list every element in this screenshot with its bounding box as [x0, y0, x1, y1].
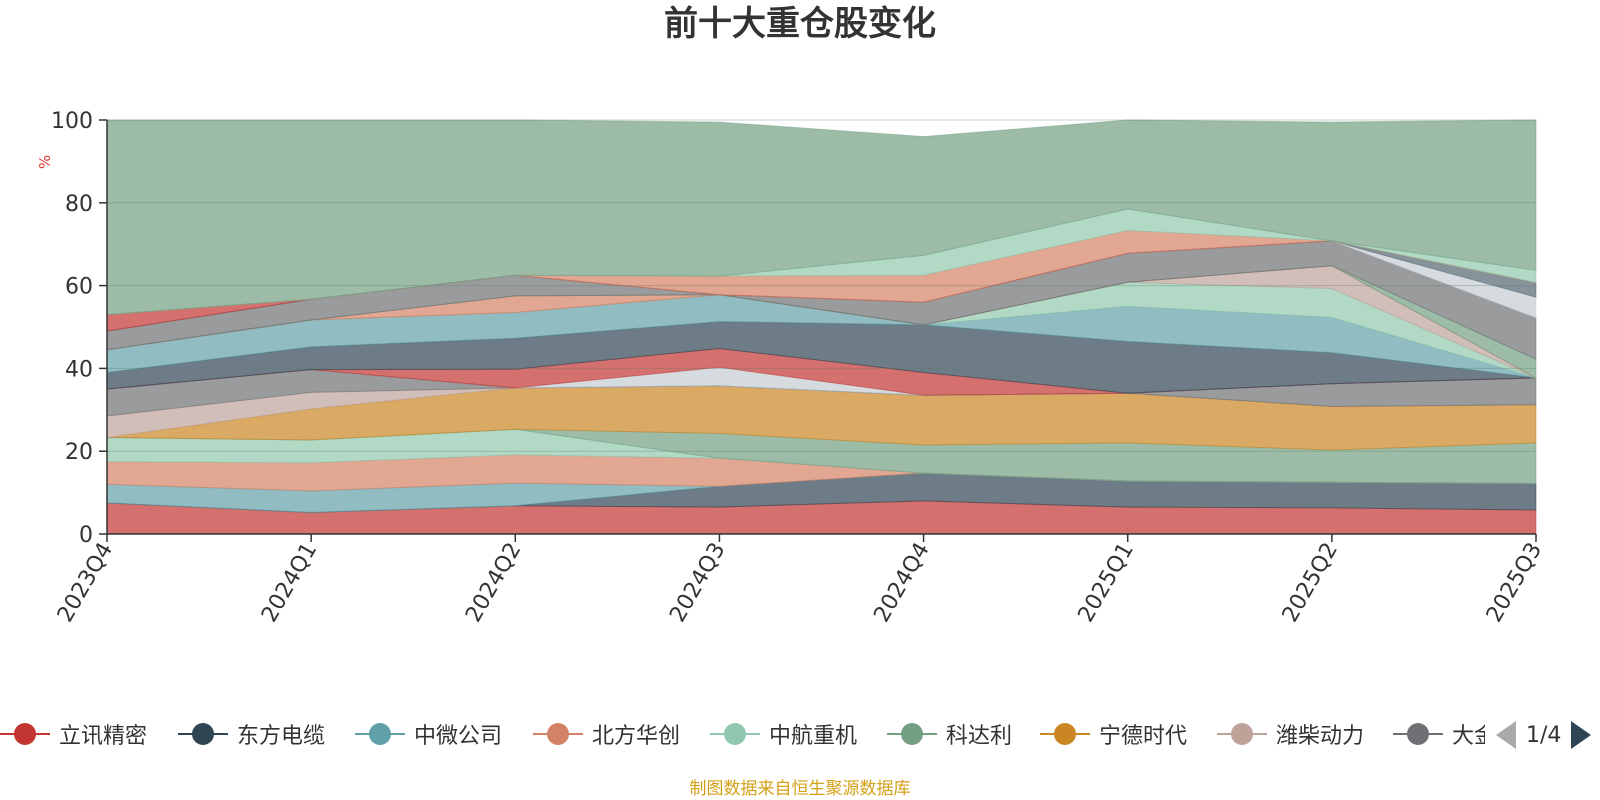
x-tick-label: 2024Q1 [257, 539, 322, 627]
legend-item[interactable]: 潍柴动力 [1217, 714, 1364, 754]
legend-item[interactable]: 中微公司 [355, 714, 502, 754]
legend-marker-dot [369, 723, 391, 745]
legend-item-label: 立讯精密 [59, 724, 148, 749]
chart-title: 前十大重仓股变化 [664, 4, 936, 44]
legend-marker-dot [1231, 723, 1253, 745]
legend-marker-icon [1040, 721, 1090, 747]
legend-next-page-button[interactable] [1571, 721, 1592, 749]
legend-item-label: 东方电缆 [237, 724, 326, 749]
legend-marker-dot [901, 723, 923, 745]
legend-item-label: 科达利 [946, 724, 1013, 749]
legend-marker-icon [710, 721, 760, 747]
x-tick-label: 2024Q4 [869, 539, 934, 627]
legend-item[interactable]: 科达利 [887, 714, 1012, 754]
legend-item[interactable]: 中航重机 [710, 714, 857, 754]
gridlines [107, 119, 1536, 452]
y-tick-label: 40 [65, 357, 93, 382]
legend-marker-icon [1393, 721, 1443, 747]
y-tick-label: 60 [65, 275, 93, 300]
legend-pager: 1/4 [1496, 716, 1592, 754]
legend-page-indicator: 1/4 [1526, 722, 1562, 748]
legend-prev-page-button[interactable] [1496, 721, 1516, 749]
area-series-layer [106, 119, 1537, 535]
y-tick-label: 80 [65, 192, 93, 217]
legend-item-label: 中航重机 [769, 724, 858, 749]
data-source-note: 制图数据来自恒生聚源数据库 [689, 779, 911, 799]
x-tick-label: 2024Q2 [461, 539, 526, 627]
legend-marker-icon [533, 721, 583, 747]
y-tick-label: 0 [79, 523, 93, 548]
legend-item[interactable]: 立讯精密 [0, 714, 147, 754]
x-tick-label: 2024Q3 [665, 539, 730, 627]
legend-marker-dot [1054, 723, 1076, 745]
legend-item-label: 北方华创 [592, 724, 681, 749]
legend-marker-dot [547, 723, 569, 745]
legend-marker-dot [192, 723, 214, 745]
legend-marker-icon [1217, 721, 1267, 747]
legend-marker-icon [0, 721, 50, 747]
legend: 立讯精密 东方电缆 中微公司 北方华创 中航重机 科达利 宁德时代 潍柴动力 大金重工 [0, 714, 1485, 754]
legend-marker-icon [887, 721, 937, 747]
legend-marker-dot [1407, 723, 1429, 745]
legend-item-label: 中微公司 [414, 724, 503, 749]
legend-marker-icon [355, 721, 405, 747]
x-tick-label: 2023Q4 [53, 539, 118, 627]
legend-marker-dot [14, 723, 36, 745]
area-series-其他 [106, 119, 1537, 316]
y-axis-unit-label: % [36, 155, 54, 169]
legend-marker-dot [724, 723, 746, 745]
x-tick-label: 2025Q1 [1074, 539, 1139, 627]
legend-item-label: 大金重工 [1452, 724, 1485, 749]
y-tick-label: 100 [51, 109, 93, 134]
legend-marker-icon [178, 721, 228, 747]
legend-item-label: 潍柴动力 [1276, 724, 1365, 749]
legend-item[interactable]: 北方华创 [533, 714, 680, 754]
y-tick-label: 20 [65, 440, 93, 465]
x-tick-label: 2025Q3 [1482, 539, 1547, 627]
legend-item-label: 宁德时代 [1099, 724, 1188, 749]
x-tick-label: 2025Q2 [1278, 539, 1343, 627]
legend-item[interactable]: 宁德时代 [1040, 714, 1187, 754]
legend-item[interactable]: 东方电缆 [178, 714, 325, 754]
legend-item[interactable]: 大金重工 [1393, 714, 1485, 754]
